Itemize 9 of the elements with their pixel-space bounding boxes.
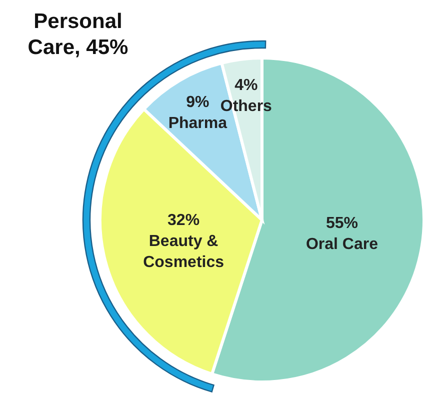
data-label: 4% — [234, 77, 258, 94]
data-label: 55% — [326, 215, 358, 232]
slice-label: Oral Care — [306, 236, 378, 254]
data-label: 32% — [168, 212, 200, 230]
slice-label: Beauty & Cosmetics — [143, 233, 224, 272]
slice-label: Pharma — [168, 114, 228, 132]
data-label: 9% — [186, 94, 210, 111]
text: Personal Care, 45% — [28, 10, 129, 59]
slice-label: Others — [220, 98, 272, 116]
